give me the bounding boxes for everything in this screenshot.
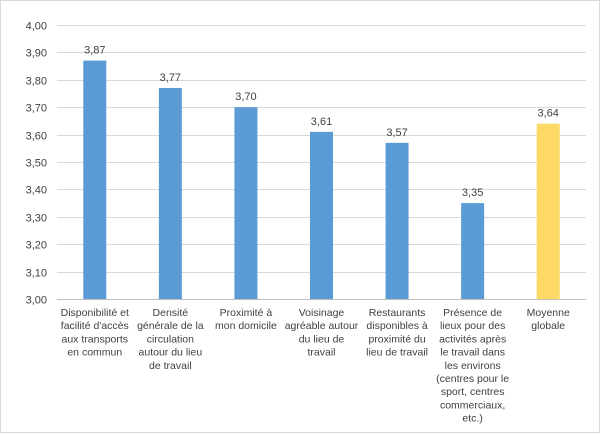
category-label: Restaurants disponibles à proximité du lieu… (366, 307, 428, 359)
category-label: Présence de lieux pour des activités après… (436, 307, 509, 425)
y-tick-label: 3,80 (26, 76, 47, 88)
data-label: 3,77 (160, 72, 181, 84)
category-label: Moyenne globale (527, 307, 570, 332)
category-label: Densité générale de la circulation autour d… (137, 307, 204, 372)
y-tick-label: 3,50 (26, 158, 47, 170)
bars (83, 60, 560, 300)
category-label: Disponibilité et facilité d'accès aux tran… (61, 307, 129, 359)
data-labels: 3,87 3,77 3,70 3,61 3,57 3,35 3,64 (84, 45, 559, 199)
category-label: Proximité à mon domicile (215, 307, 277, 332)
y-tick-label: 3,30 (26, 213, 47, 225)
data-label: 3,64 (538, 108, 559, 120)
y-tick-label: 3,20 (26, 240, 47, 252)
y-tick-label: 3,00 (26, 295, 47, 307)
bar (461, 203, 485, 299)
category-labels: Disponibilité et facilité d'accès aux tran… (61, 307, 570, 425)
y-tick-label: 3,10 (26, 268, 47, 280)
bar (310, 131, 333, 299)
y-tick-label: 4,00 (26, 21, 47, 33)
y-axis-ticks: 3,00 3,10 3,20 3,30 3,40 3,50 3,60 3,70 3,80 3,90… (26, 21, 47, 307)
data-label: 3,87 (84, 45, 105, 57)
data-label: 3,57 (386, 127, 407, 139)
data-label: 3,70 (235, 91, 256, 103)
data-label: 3,61 (311, 116, 332, 128)
bar (385, 142, 409, 299)
y-tick-label: 3,60 (26, 131, 47, 143)
bar (234, 107, 258, 299)
y-tick-label: 3,40 (26, 185, 47, 197)
y-tick-label: 3,70 (26, 103, 47, 115)
bar (536, 123, 560, 299)
y-tick-label: 3,90 (26, 48, 47, 60)
data-label: 3,35 (462, 187, 483, 199)
bar (83, 60, 107, 300)
category-label: Voisinage agréable autour du lieu de travai… (285, 307, 359, 359)
bar (158, 88, 182, 300)
